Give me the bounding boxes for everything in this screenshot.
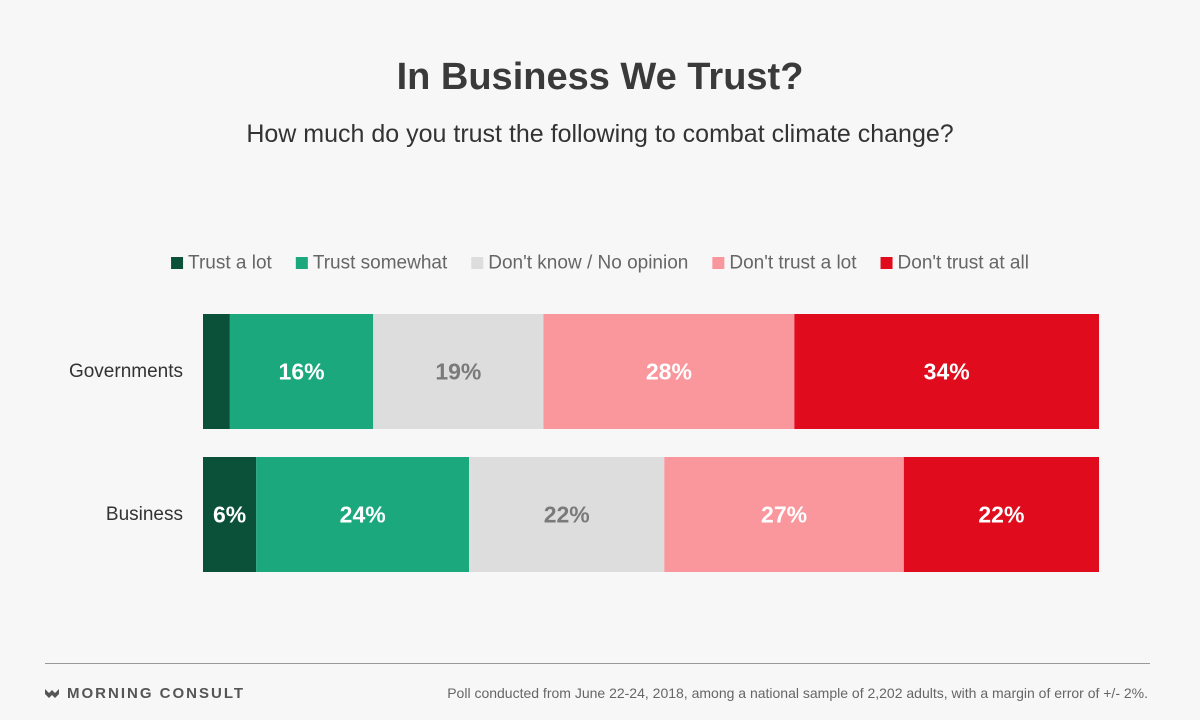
bar-business-trust-a-lot <box>203 457 257 572</box>
data-label-governments-don-t-trust-a-lot: 28% <box>646 359 692 385</box>
legend-label-don-t-trust-a-lot: Don't trust a lot <box>729 253 857 274</box>
category-label-governments: Governments <box>69 361 183 382</box>
legend-label-don-t-trust-at-all: Don't trust at all <box>898 253 1029 274</box>
data-label-governments-trust-somewhat: 16% <box>279 359 325 385</box>
bar-business-don-t-trust-a-lot <box>664 457 904 572</box>
legend-label-don-t-know-no-opinion: Don't know / No opinion <box>488 253 688 274</box>
data-label-business-don-t-know-no-opinion: 22% <box>544 502 590 528</box>
data-label-business-trust-a-lot: 6% <box>213 502 246 528</box>
legend-label-trust-somewhat: Trust somewhat <box>313 253 448 274</box>
chart-subtitle: How much do you trust the following to c… <box>246 120 954 148</box>
brand: MORNING CONSULT <box>45 684 245 702</box>
brand-name: MORNING CONSULT <box>67 684 246 702</box>
bar-governments-trust-somewhat <box>229 314 374 429</box>
footer-divider <box>45 663 1150 664</box>
data-label-governments-don-t-know-no-opinion: 19% <box>435 359 481 385</box>
legend-label-trust-a-lot: Trust a lot <box>188 253 272 274</box>
legend-swatch-don-t-know-no-opinion <box>471 257 484 269</box>
data-label-business-don-t-trust-a-lot: 27% <box>761 502 807 528</box>
data-label-business-don-t-trust-at-all: 22% <box>978 502 1024 528</box>
chart-title: In Business We Trust? <box>396 56 804 98</box>
bar-business-don-t-trust-at-all <box>903 457 1099 572</box>
bar-governments-don-t-trust-at-all <box>794 314 1099 429</box>
morning-consult-logo-icon <box>45 689 59 698</box>
legend-swatch-don-t-trust-a-lot <box>712 257 725 269</box>
legend-swatch-don-t-trust-at-all <box>880 257 893 269</box>
data-label-governments-don-t-trust-at-all: 34% <box>924 359 970 385</box>
legend-swatch-trust-somewhat <box>295 257 308 269</box>
category-label-business: Business <box>106 504 183 525</box>
legend-swatch-trust-a-lot <box>171 257 184 269</box>
bar-governments-don-t-know-no-opinion <box>373 314 544 429</box>
methodology-note: Poll conducted from June 22-24, 2018, am… <box>447 685 1148 701</box>
bar-business-don-t-know-no-opinion <box>469 457 665 572</box>
data-label-business-trust-somewhat: 24% <box>340 502 386 528</box>
bar-business-trust-somewhat <box>256 457 470 572</box>
bar-governments-don-t-trust-a-lot <box>543 314 795 429</box>
bar-governments-trust-a-lot <box>203 314 230 429</box>
